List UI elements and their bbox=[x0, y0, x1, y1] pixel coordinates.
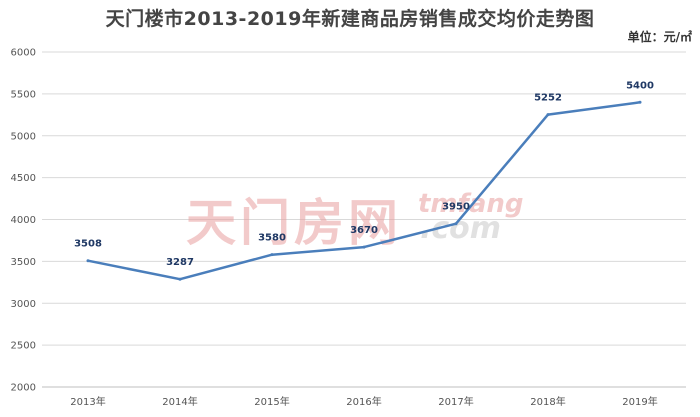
gridlines bbox=[42, 51, 686, 388]
data-point bbox=[270, 253, 274, 257]
data-label: 3508 bbox=[74, 239, 102, 250]
y-tick-label: 4500 bbox=[11, 173, 36, 184]
data-point bbox=[362, 245, 366, 249]
y-tick-label: 2500 bbox=[11, 341, 36, 352]
unit-label: 单位：元/㎡ bbox=[627, 30, 692, 44]
data-label: 3287 bbox=[166, 257, 194, 268]
x-tick-label: 2019年 bbox=[622, 395, 657, 408]
data-point bbox=[638, 100, 642, 104]
watermark-latin: tmfang bbox=[418, 189, 524, 219]
y-tick-label: 5500 bbox=[11, 89, 36, 100]
chart-title: 天门楼市2013-2019年新建商品房销售成交均价走势图 bbox=[105, 8, 595, 30]
x-tick-label: 2013年 bbox=[70, 395, 105, 408]
y-tick-label: 3000 bbox=[11, 299, 36, 310]
y-tick-label: 3500 bbox=[11, 257, 36, 268]
data-labels: 3508 3287 3580 3670 3950 5252 5400 bbox=[74, 80, 654, 268]
y-tick-label: 5000 bbox=[11, 131, 36, 142]
watermark: 天门房网 tmfang .com bbox=[186, 189, 524, 252]
data-label: 3670 bbox=[350, 225, 378, 236]
series bbox=[86, 100, 642, 281]
x-tick-label: 2014年 bbox=[162, 395, 197, 408]
y-axis: 2000 2500 3000 3500 4000 4500 5000 5500 6000 bbox=[11, 48, 36, 394]
x-axis: 2013年 2014年 2015年 2016年 2017年 2018年 2019年 bbox=[70, 395, 657, 408]
x-tick-label: 2018年 bbox=[530, 395, 565, 408]
watermark-brand: 天门房网 bbox=[186, 194, 402, 252]
data-label: 3580 bbox=[258, 233, 286, 244]
series-line bbox=[86, 101, 642, 281]
x-tick-label: 2016年 bbox=[346, 395, 381, 408]
data-point bbox=[178, 277, 182, 281]
data-point bbox=[86, 259, 90, 263]
x-tick-label: 2015年 bbox=[254, 395, 289, 408]
data-point bbox=[454, 222, 458, 226]
data-label: 5252 bbox=[534, 93, 562, 104]
x-tick-label: 2017年 bbox=[438, 395, 473, 408]
data-label: 3950 bbox=[442, 202, 470, 213]
y-tick-label: 6000 bbox=[11, 48, 36, 59]
y-tick-label: 2000 bbox=[11, 383, 36, 394]
data-point bbox=[546, 113, 550, 117]
y-tick-label: 4000 bbox=[11, 215, 36, 226]
data-label: 5400 bbox=[626, 80, 654, 91]
